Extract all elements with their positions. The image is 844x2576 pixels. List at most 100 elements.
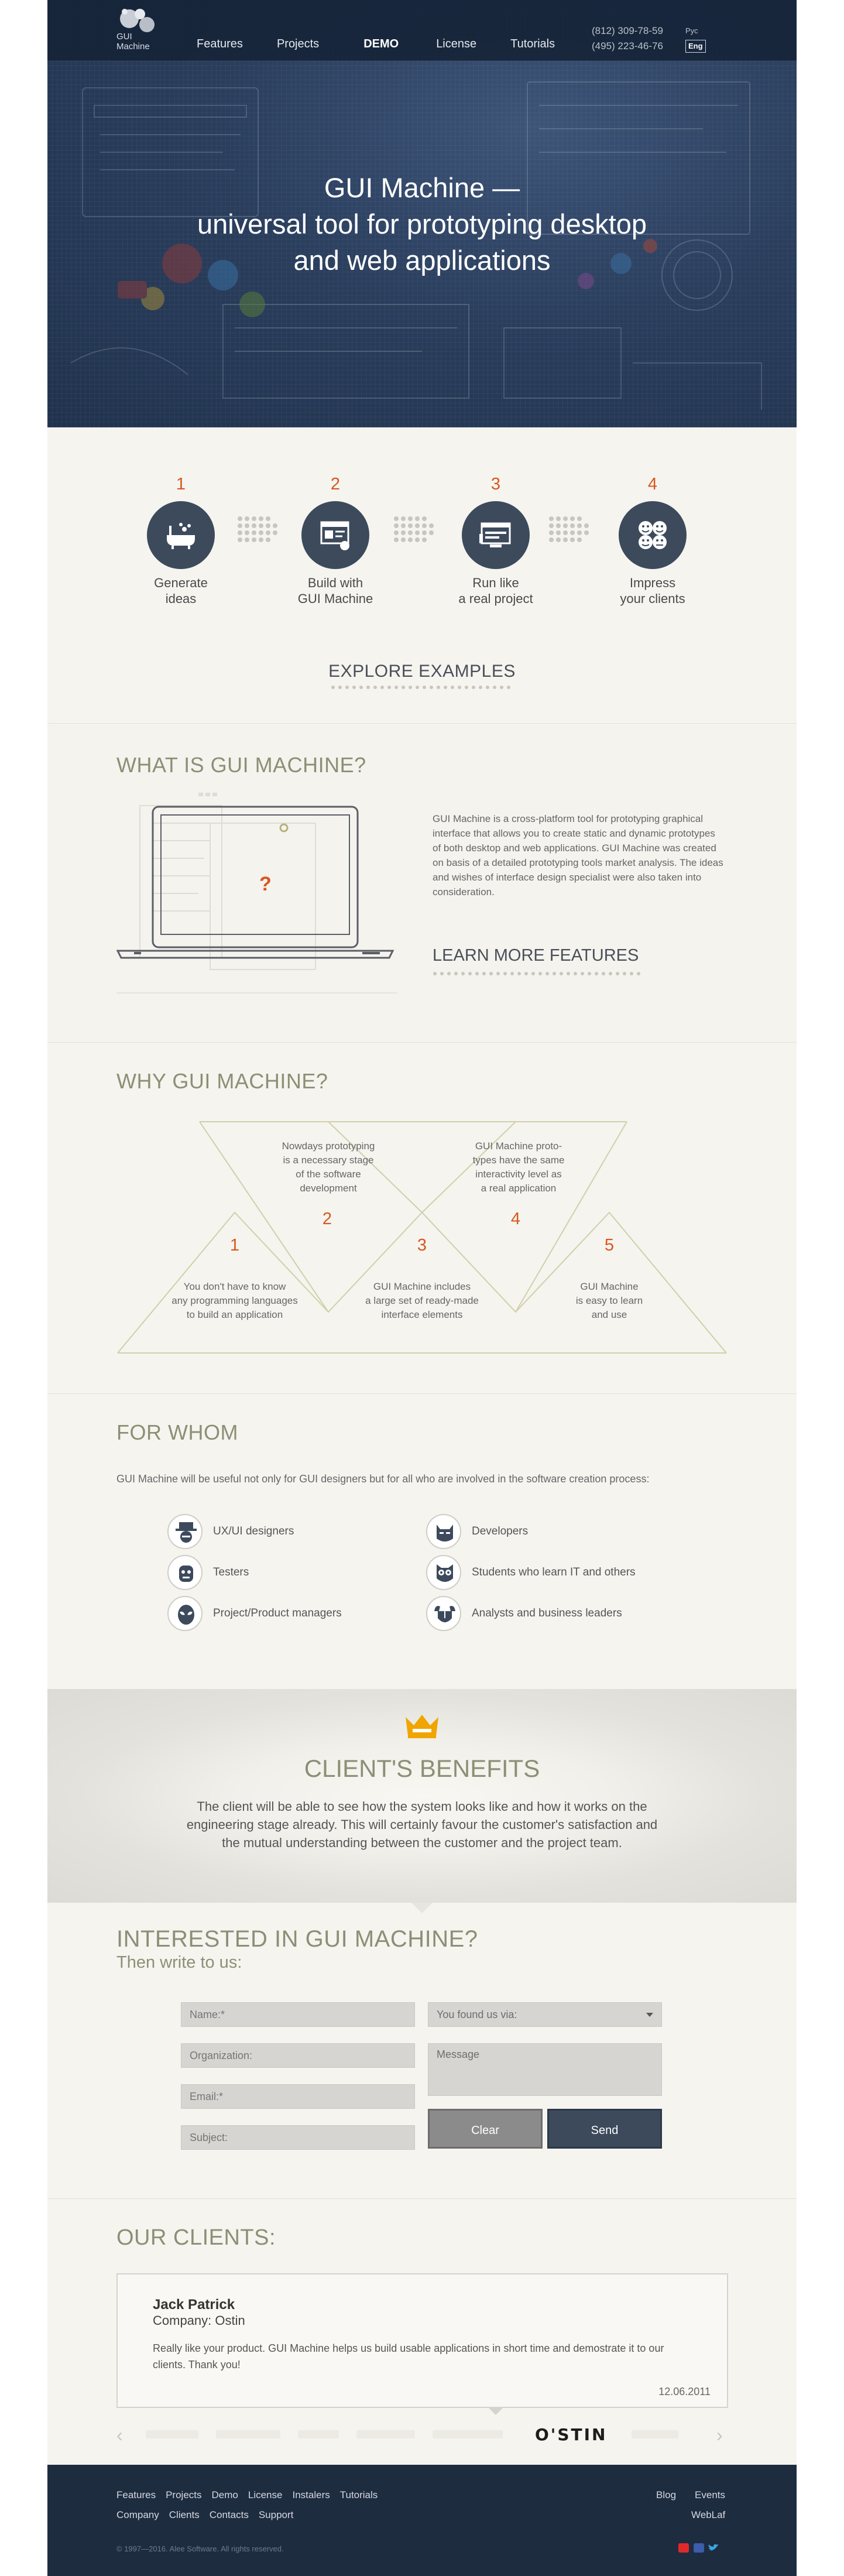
carousel-prev-arrow[interactable]: ‹ <box>116 2424 123 2445</box>
underline-dot <box>440 972 444 975</box>
logo[interactable]: GUI Machine <box>116 7 169 54</box>
client-logo[interactable] <box>356 2430 415 2438</box>
why-title: WHY GUI MACHINE? <box>116 1069 328 1093</box>
top-navigation-bar: GUI Machine Features Projects DEMO Licen… <box>47 0 797 61</box>
client-benefits-section: CLIENT'S BENEFITS The client will be abl… <box>47 1689 797 1903</box>
role-avatar <box>426 1555 461 1590</box>
why-item-5-number: 5 <box>604 1236 615 1255</box>
youtube-icon[interactable] <box>678 2543 689 2553</box>
underline-dot <box>517 972 521 975</box>
explore-examples-link[interactable]: EXPLORE EXAMPLES <box>328 662 516 681</box>
footer-link-support[interactable]: Support <box>258 2509 294 2520</box>
client-benefits-title: CLIENT'S BENEFITS <box>304 1755 540 1782</box>
footer-link-instalers[interactable]: Instalers <box>292 2489 330 2500</box>
lang-ru[interactable]: Рус <box>685 26 698 35</box>
testimonial-author: Jack Patrick <box>153 2297 235 2313</box>
underline-dot <box>331 686 335 689</box>
why-text-line: of the software <box>296 1169 361 1180</box>
step-number: 2 <box>330 475 341 494</box>
role-avatar <box>167 1596 203 1631</box>
client-logo[interactable] <box>433 2430 503 2438</box>
why-text-line: You don't have to know <box>183 1281 286 1292</box>
footer-nav-row1: Features Projects Demo License Instalers… <box>116 2489 387 2501</box>
footer-link-weblaf[interactable]: WebLaf <box>691 2509 726 2520</box>
viking-icon <box>434 1606 455 1622</box>
underline-dot <box>437 686 440 689</box>
footer-nav-right-row1: Blog Events <box>656 2489 725 2501</box>
for-whom-section: FOR WHOM GUI Machine will be useful not … <box>47 1393 797 1689</box>
facebook-icon[interactable] <box>694 2543 704 2553</box>
underline-dot <box>567 972 570 975</box>
nav-license[interactable]: License <box>436 37 477 50</box>
carousel-next-arrow[interactable]: › <box>716 2424 723 2445</box>
step-label-line2: a real project <box>458 591 533 606</box>
underline-dot <box>503 972 507 975</box>
why-text-line: a large set of ready-made <box>365 1295 479 1306</box>
role-label: Testers <box>213 1566 249 1578</box>
footer-link-license[interactable]: License <box>248 2489 283 2500</box>
nav-tutorials[interactable]: Tutorials <box>510 37 555 50</box>
client-logo[interactable] <box>216 2430 280 2438</box>
why-item-1-number: 1 <box>229 1236 240 1255</box>
underline-dot <box>496 972 500 975</box>
why-item-5-text: GUI Machine is easy to learn and use <box>542 1280 677 1322</box>
client-logo[interactable] <box>298 2430 339 2438</box>
nav-projects[interactable]: Projects <box>276 37 320 50</box>
why-text-line: GUI Machine includes <box>373 1281 471 1292</box>
clear-button[interactable]: Clear <box>428 2109 543 2149</box>
step-label-line1: Run like <box>472 576 519 590</box>
underline-dot <box>538 972 542 975</box>
footer-link-blog[interactable]: Blog <box>656 2489 677 2500</box>
underline-dot <box>465 686 468 689</box>
nav-demo[interactable]: DEMO <box>353 35 409 53</box>
step-label-line1: Build with <box>307 576 363 590</box>
crown-icon <box>406 1715 438 1738</box>
found-us-via-select[interactable]: You found us via: <box>428 2002 662 2027</box>
why-zigzag-diagram <box>117 1121 727 1354</box>
underline-dot <box>451 686 454 689</box>
message-placeholder: Message <box>437 2049 480 2060</box>
step-label-line2: ideas <box>165 591 197 606</box>
testimonial-text: Really like your product. GUI Machine he… <box>153 2342 664 2371</box>
client-logo[interactable] <box>632 2430 678 2438</box>
footer-link-demo[interactable]: Demo <box>211 2489 238 2500</box>
underline-dot <box>486 686 489 689</box>
nav-features[interactable]: Features <box>197 37 243 50</box>
learn-more-features-link[interactable]: LEARN MORE FEATURES <box>433 946 639 965</box>
spiderman-icon <box>178 1605 194 1625</box>
lang-en[interactable]: Eng <box>685 40 706 53</box>
why-text-line: interactivity level as <box>475 1169 562 1180</box>
footer-link-tutorials[interactable]: Tutorials <box>339 2489 378 2500</box>
step-number: 3 <box>490 475 501 494</box>
footer-link-events[interactable]: Events <box>695 2489 726 2500</box>
name-input[interactable] <box>181 2002 415 2027</box>
message-textarea[interactable]: Message <box>428 2043 662 2096</box>
client-logo-ostin[interactable]: O'STIN <box>535 2425 608 2444</box>
step-circle <box>462 501 530 569</box>
send-button[interactable]: Send <box>547 2109 662 2149</box>
footer-link-projects[interactable]: Projects <box>166 2489 202 2500</box>
footer-nav-row2: Company Clients Contacts Support <box>116 2509 303 2521</box>
hero-title-line2: universal tool for prototyping desktop <box>197 208 647 239</box>
footer-link-features[interactable]: Features <box>116 2489 156 2500</box>
why-item-3-number: 3 <box>417 1236 427 1255</box>
client-logo[interactable] <box>146 2430 198 2438</box>
testimonial-pointer <box>488 2407 504 2415</box>
organization-input[interactable] <box>181 2043 415 2068</box>
step-label: Run like a real project <box>437 575 554 607</box>
why-item-4-number: 4 <box>510 1210 521 1228</box>
why-item-3-text: GUI Machine includes a large set of read… <box>355 1280 489 1322</box>
underline-dot <box>588 972 591 975</box>
footer-link-company[interactable]: Company <box>116 2509 159 2520</box>
footer-link-contacts[interactable]: Contacts <box>209 2509 249 2520</box>
step-3: 3 Run like a real project <box>437 474 554 607</box>
why-text-line: is a necessary stage <box>283 1155 374 1166</box>
footer-link-clients[interactable]: Clients <box>169 2509 200 2520</box>
hero-title-line3: and web applications <box>293 245 551 276</box>
testimonial-company: Company: Ostin <box>153 2313 245 2328</box>
subject-input[interactable] <box>181 2125 415 2150</box>
email-input[interactable] <box>181 2084 415 2109</box>
phone-2: (495) 223-46-76 <box>592 40 663 52</box>
step-label-line2: your clients <box>620 591 685 606</box>
twitter-icon[interactable] <box>708 2543 719 2553</box>
